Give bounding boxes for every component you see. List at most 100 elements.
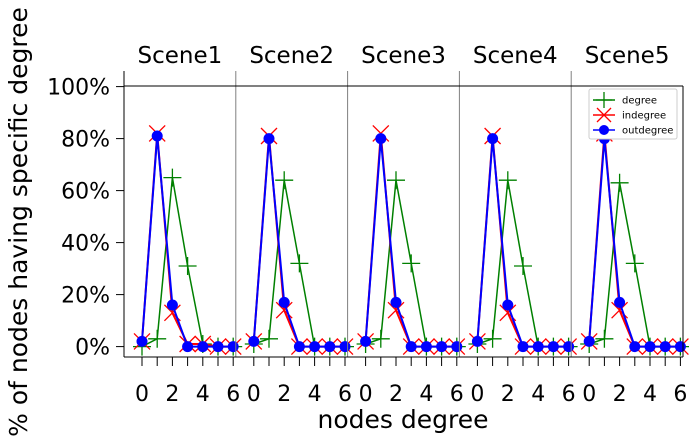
panel-title: Scene2 xyxy=(249,43,334,69)
degree-marker xyxy=(163,168,182,187)
x-tick-label: 4 xyxy=(419,382,433,407)
degree-marker xyxy=(625,254,644,273)
panel-1: Scene1 xyxy=(133,43,243,356)
degree-marker xyxy=(498,171,517,190)
outdegree-marker xyxy=(487,133,499,145)
degree-marker xyxy=(595,329,614,348)
outdegree-marker xyxy=(451,341,463,353)
outdegree-marker xyxy=(360,335,372,347)
outdegree-marker xyxy=(420,341,432,353)
outdegree-marker xyxy=(166,299,178,311)
outdegree-line xyxy=(252,138,345,348)
outdegree-marker xyxy=(583,335,595,347)
outdegree-line xyxy=(141,135,234,348)
outdegree-marker xyxy=(502,299,514,311)
x-tick-label: 2 xyxy=(501,382,515,407)
x-tick-label: 6 xyxy=(338,382,352,407)
outdegree-marker xyxy=(547,341,559,353)
outdegree-marker xyxy=(614,296,626,308)
degree-marker xyxy=(483,329,502,348)
y-tick-label: 80% xyxy=(61,128,110,153)
outdegree-marker xyxy=(517,341,529,353)
panel-3: Scene3 xyxy=(347,43,466,357)
outdegree-marker xyxy=(471,335,483,347)
y-tick-label: 60% xyxy=(61,180,110,205)
outdegree-marker xyxy=(248,335,260,347)
degree-marker xyxy=(371,329,390,348)
outdegree-marker xyxy=(263,133,275,145)
x-tick-label: 0 xyxy=(135,382,149,407)
outdegree-marker xyxy=(563,341,575,353)
legend-label-degree: degree xyxy=(622,96,657,107)
outdegree-marker xyxy=(227,341,239,353)
outdegree-line xyxy=(588,138,681,348)
outdegree-marker xyxy=(293,341,305,353)
x-tick-label: 0 xyxy=(470,382,484,407)
outdegree-marker xyxy=(629,341,641,353)
x-tick-label: 4 xyxy=(643,382,657,407)
degree-marker xyxy=(178,257,197,275)
outdegree-marker xyxy=(405,341,417,353)
x-tick-label: 6 xyxy=(562,382,576,407)
x-tick-label: 4 xyxy=(531,382,545,407)
x-tick-label: 2 xyxy=(389,382,403,407)
outdegree-marker xyxy=(212,341,224,353)
y-tick-label: 100% xyxy=(47,76,110,101)
degree-marker xyxy=(402,254,421,273)
panel-title: Scene4 xyxy=(473,43,558,69)
x-tick-label: 0 xyxy=(247,382,261,407)
legend-label-outdegree: outdegree xyxy=(622,126,673,137)
outdegree-marker xyxy=(659,341,671,353)
y-tick-label: 20% xyxy=(61,284,110,309)
outdegree-marker xyxy=(436,341,448,353)
x-tick-label: 4 xyxy=(308,382,322,407)
outdegree-marker xyxy=(674,341,686,353)
x-tick-label: 2 xyxy=(277,382,291,407)
legend-outdegree-marker xyxy=(599,125,609,135)
x-tick-label: 6 xyxy=(226,382,240,407)
panel-title: Scene1 xyxy=(138,43,223,69)
outdegree-marker xyxy=(532,341,544,353)
x-tick-label: 4 xyxy=(196,382,210,407)
legend-label-indegree: indegree xyxy=(622,111,666,122)
outdegree-marker xyxy=(324,341,336,353)
outdegree-marker xyxy=(309,341,321,353)
legend-degree-marker xyxy=(596,92,612,108)
panel-title: Scene3 xyxy=(361,43,446,69)
panels: Scene1 Scene2 Scene3 Scene4 Scene5 xyxy=(133,43,689,357)
outdegree-marker xyxy=(644,341,656,353)
y-axis: 0% 20% 40% 60% 80% 100% xyxy=(47,76,124,361)
outdegree-marker xyxy=(375,133,387,145)
x-tick-label: 2 xyxy=(613,382,627,407)
outdegree-line xyxy=(476,138,569,348)
panel-2: Scene2 xyxy=(235,43,354,357)
degree-marker xyxy=(148,329,167,348)
degree-marker xyxy=(514,257,532,275)
x-tick-label: 6 xyxy=(450,382,464,407)
legend: degree indegree outdegree xyxy=(588,88,678,140)
y-axis-label: % of nodes having specific degree xyxy=(4,7,33,437)
degree-marker xyxy=(610,173,629,192)
legend-box xyxy=(588,88,678,140)
outdegree-marker xyxy=(390,296,402,308)
outdegree-marker xyxy=(339,341,351,353)
legend-indegree-marker xyxy=(596,107,612,123)
plot-frame xyxy=(123,71,684,358)
x-tick-label: 2 xyxy=(165,382,179,407)
y-tick-label: 40% xyxy=(61,232,110,257)
panel-4: Scene4 xyxy=(458,43,578,357)
degree-marker xyxy=(387,171,405,190)
panel-title: Scene5 xyxy=(585,43,670,69)
y-tick-label: 0% xyxy=(75,336,110,361)
x-tick-label: 0 xyxy=(582,382,596,407)
degree-marker xyxy=(275,171,294,190)
outdegree-marker xyxy=(197,341,209,353)
outdegree-marker xyxy=(151,130,163,142)
degree-marker xyxy=(290,254,309,273)
outdegree-marker xyxy=(278,296,290,308)
x-axis-label: nodes degree xyxy=(318,405,489,434)
outdegree-marker xyxy=(136,335,148,347)
outdegree-line xyxy=(364,138,457,348)
